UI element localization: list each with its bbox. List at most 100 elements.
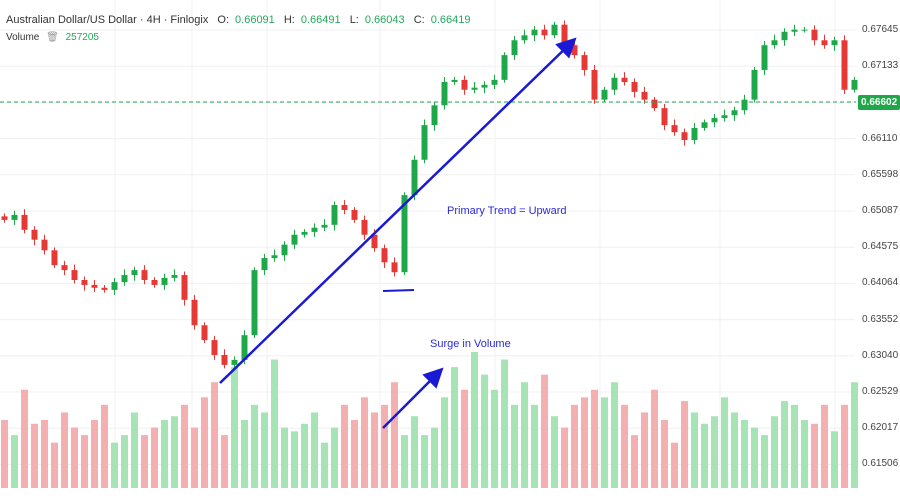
volume-bar — [51, 442, 58, 488]
volume-bar — [841, 404, 848, 488]
candle-body — [411, 159, 418, 196]
candle-body — [151, 280, 158, 285]
low-value: 0.66043 — [364, 14, 405, 26]
volume-bar — [131, 412, 138, 488]
volume-bar — [691, 412, 698, 488]
volume-bar — [431, 427, 438, 488]
candle-body — [371, 234, 378, 249]
volume-bar — [421, 435, 428, 488]
volume-bar — [571, 404, 578, 488]
candle-body — [631, 81, 638, 92]
candle-body — [31, 229, 38, 240]
volume-bar — [711, 416, 718, 488]
volume-bar — [811, 423, 818, 488]
candle-body — [441, 81, 448, 106]
trash-icon[interactable]: 🗑 — [46, 32, 59, 43]
volume-bar — [541, 374, 548, 488]
candle-body — [541, 29, 548, 36]
symbol-title: Australian Dollar/US Dollar · 4H · Finlo… — [6, 14, 209, 26]
candle-body — [781, 31, 788, 41]
volume-annotation: Surge in Volume — [430, 338, 511, 350]
candle-body — [511, 40, 518, 56]
volume-bar — [851, 382, 858, 488]
volume-bar — [281, 427, 288, 488]
candle-body — [341, 205, 348, 210]
candle-body — [81, 280, 88, 285]
candle-body — [71, 270, 78, 280]
candle-body — [661, 108, 668, 126]
volume-bar — [371, 412, 378, 488]
candle-body — [211, 340, 218, 355]
candle-body — [221, 354, 228, 365]
candle-body — [361, 219, 368, 235]
volume-bar — [591, 389, 598, 488]
candle-body — [311, 227, 318, 232]
candle-body — [291, 234, 298, 245]
volume-bar — [521, 382, 528, 488]
candle-body — [431, 105, 438, 126]
volume-bar — [631, 435, 638, 488]
candle-body — [11, 214, 18, 220]
volume-bar — [321, 442, 328, 488]
volume-bar — [411, 416, 418, 488]
candle-body — [701, 122, 708, 128]
candle-body — [51, 250, 58, 266]
volume-bar — [241, 420, 248, 488]
open-value: 0.66091 — [235, 14, 275, 26]
low-label: L: — [349, 14, 359, 26]
candle-body — [521, 35, 528, 41]
volume-value: 257205 — [65, 32, 99, 43]
candle-body — [751, 69, 758, 100]
volume-bar — [61, 412, 68, 488]
volume-bar — [831, 431, 838, 488]
volume-bar — [81, 435, 88, 488]
candle-body — [141, 270, 148, 280]
volume-bar — [71, 427, 78, 488]
candle-body — [531, 29, 538, 36]
candle-body — [251, 270, 258, 336]
candle-body — [201, 325, 208, 341]
volume-bar — [501, 359, 508, 488]
volume-bar — [391, 382, 398, 488]
price-tick: 0.64575 — [862, 241, 899, 253]
candle-body — [121, 275, 128, 283]
candle-body — [331, 205, 338, 225]
price-tick: 0.67645 — [862, 24, 899, 35]
chart-header: Australian Dollar/US Dollar · 4H · Finlo… — [6, 14, 476, 26]
candle-body — [851, 79, 858, 90]
price-tick: 0.64064 — [862, 277, 899, 289]
candle-body — [401, 195, 408, 273]
volume-bar — [361, 397, 368, 488]
volume-bar — [581, 397, 588, 488]
close-value: 0.66419 — [430, 14, 471, 26]
volume-bar — [331, 427, 338, 488]
candle-body — [131, 270, 138, 276]
support-line — [382, 289, 415, 292]
volume-bar — [551, 416, 558, 488]
volume-bar — [21, 389, 28, 488]
price-tick: 0.62529 — [862, 386, 899, 397]
volume-bar — [681, 401, 688, 488]
candle-body — [461, 79, 468, 90]
volume-bar — [381, 404, 388, 488]
volume-bar — [91, 420, 98, 488]
candle-body — [281, 244, 288, 256]
volume-bar — [31, 423, 38, 488]
candle-body — [21, 214, 28, 230]
candle-body — [811, 29, 818, 41]
candle-body — [621, 77, 628, 82]
volume-bar — [451, 367, 458, 488]
volume-bar — [641, 412, 648, 488]
price-tick: 0.65598 — [862, 168, 899, 180]
volume-bar — [721, 397, 728, 488]
volume-bar — [291, 431, 298, 488]
volume-bar — [161, 420, 168, 488]
candle-body — [731, 110, 738, 116]
candle-body — [581, 55, 588, 70]
candle-body — [491, 79, 498, 85]
candle-body — [471, 87, 478, 90]
candle-body — [391, 262, 398, 273]
volume-bar — [101, 404, 108, 488]
volume-bar — [231, 367, 238, 488]
